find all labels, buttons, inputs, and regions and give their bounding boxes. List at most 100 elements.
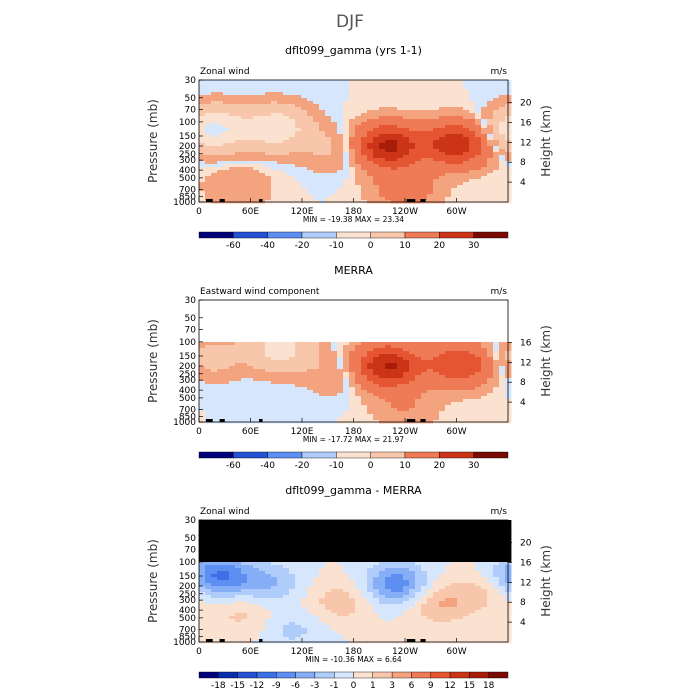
field-cell	[211, 194, 218, 198]
field-cell	[313, 417, 320, 421]
field-cell	[385, 131, 392, 135]
field-cell	[259, 378, 266, 382]
field-cell	[301, 164, 308, 168]
field-cell	[445, 321, 452, 325]
field-cell	[337, 300, 344, 304]
field-cell	[223, 327, 230, 331]
field-cell	[331, 523, 338, 527]
field-cell	[349, 306, 356, 310]
field-cell	[481, 191, 488, 195]
field-cell	[223, 399, 230, 403]
field-cell	[253, 185, 260, 189]
field-cell	[211, 387, 218, 391]
field-cell	[445, 529, 452, 533]
field-cell	[223, 155, 230, 159]
field-cell	[289, 197, 296, 201]
field-cell	[493, 387, 500, 391]
field-cell	[343, 92, 350, 96]
field-cell	[223, 185, 230, 189]
field-cell	[499, 309, 506, 313]
field-cell	[421, 414, 428, 418]
field-cell	[331, 306, 338, 310]
field-cell	[217, 170, 224, 174]
field-cell	[385, 303, 392, 307]
field-cell	[199, 523, 206, 527]
field-cell	[259, 324, 266, 328]
field-cell	[421, 92, 428, 96]
colorbar-swatch	[267, 231, 303, 239]
field-cell	[319, 146, 326, 150]
field-cell	[373, 194, 380, 198]
field-cell	[211, 390, 218, 394]
field-cell	[373, 544, 380, 548]
field-cell	[229, 125, 236, 129]
field-cell	[493, 134, 500, 138]
field-cell	[337, 92, 344, 96]
topography-bar	[406, 199, 416, 202]
field-cell	[463, 92, 470, 96]
field-cell	[349, 95, 356, 99]
field-cell	[457, 83, 464, 87]
field-cell	[349, 535, 356, 539]
field-cell	[253, 107, 260, 111]
field-cell	[223, 351, 230, 355]
field-cell	[451, 378, 458, 382]
field-cell	[445, 396, 452, 400]
field-cell	[205, 378, 212, 382]
field-cell	[469, 170, 476, 174]
field-cell	[271, 351, 278, 355]
field-cell	[325, 167, 332, 171]
field-cell	[397, 95, 404, 99]
field-cell	[223, 369, 230, 373]
field-cell	[367, 146, 374, 150]
field-cell	[343, 547, 350, 551]
field-cell	[445, 119, 452, 123]
field-cell	[277, 363, 284, 367]
field-cell	[259, 110, 266, 114]
field-cell	[391, 523, 398, 527]
field-cell	[367, 92, 374, 96]
field-cell	[223, 86, 230, 90]
field-cell	[289, 155, 296, 159]
field-cell	[445, 104, 452, 108]
field-cell	[493, 547, 500, 551]
field-cell	[271, 83, 278, 87]
field-cell	[313, 378, 320, 382]
field-cell	[223, 381, 230, 385]
field-cell	[289, 122, 296, 126]
field-cell	[457, 197, 464, 201]
field-cell	[265, 336, 272, 340]
field-cell	[487, 149, 494, 153]
field-cell	[265, 119, 272, 123]
field-cell	[247, 185, 254, 189]
field-cell	[253, 113, 260, 117]
field-cell	[331, 324, 338, 328]
field-cell	[277, 146, 284, 150]
field-cell	[337, 372, 344, 376]
field-cell	[271, 306, 278, 310]
field-cell	[307, 354, 314, 358]
field-cell	[289, 149, 296, 153]
field-cell	[259, 372, 266, 376]
field-cell	[403, 309, 410, 313]
field-cell	[475, 309, 482, 313]
field-cell	[391, 417, 398, 421]
field-cell	[409, 324, 416, 328]
field-cell	[199, 122, 206, 126]
field-cell	[265, 345, 272, 349]
field-cell	[457, 414, 464, 418]
field-cell	[385, 143, 392, 147]
field-cell	[247, 405, 254, 409]
field-cell	[457, 393, 464, 397]
field-cell	[307, 348, 314, 352]
field-cell	[481, 402, 488, 406]
field-cell	[289, 345, 296, 349]
field-cell	[229, 538, 236, 542]
field-cell	[409, 372, 416, 376]
field-cell	[265, 327, 272, 331]
field-cell	[241, 363, 248, 367]
field-cell	[247, 152, 254, 156]
field-cell	[463, 89, 470, 93]
field-cell	[229, 339, 236, 343]
field-cell	[367, 80, 374, 84]
